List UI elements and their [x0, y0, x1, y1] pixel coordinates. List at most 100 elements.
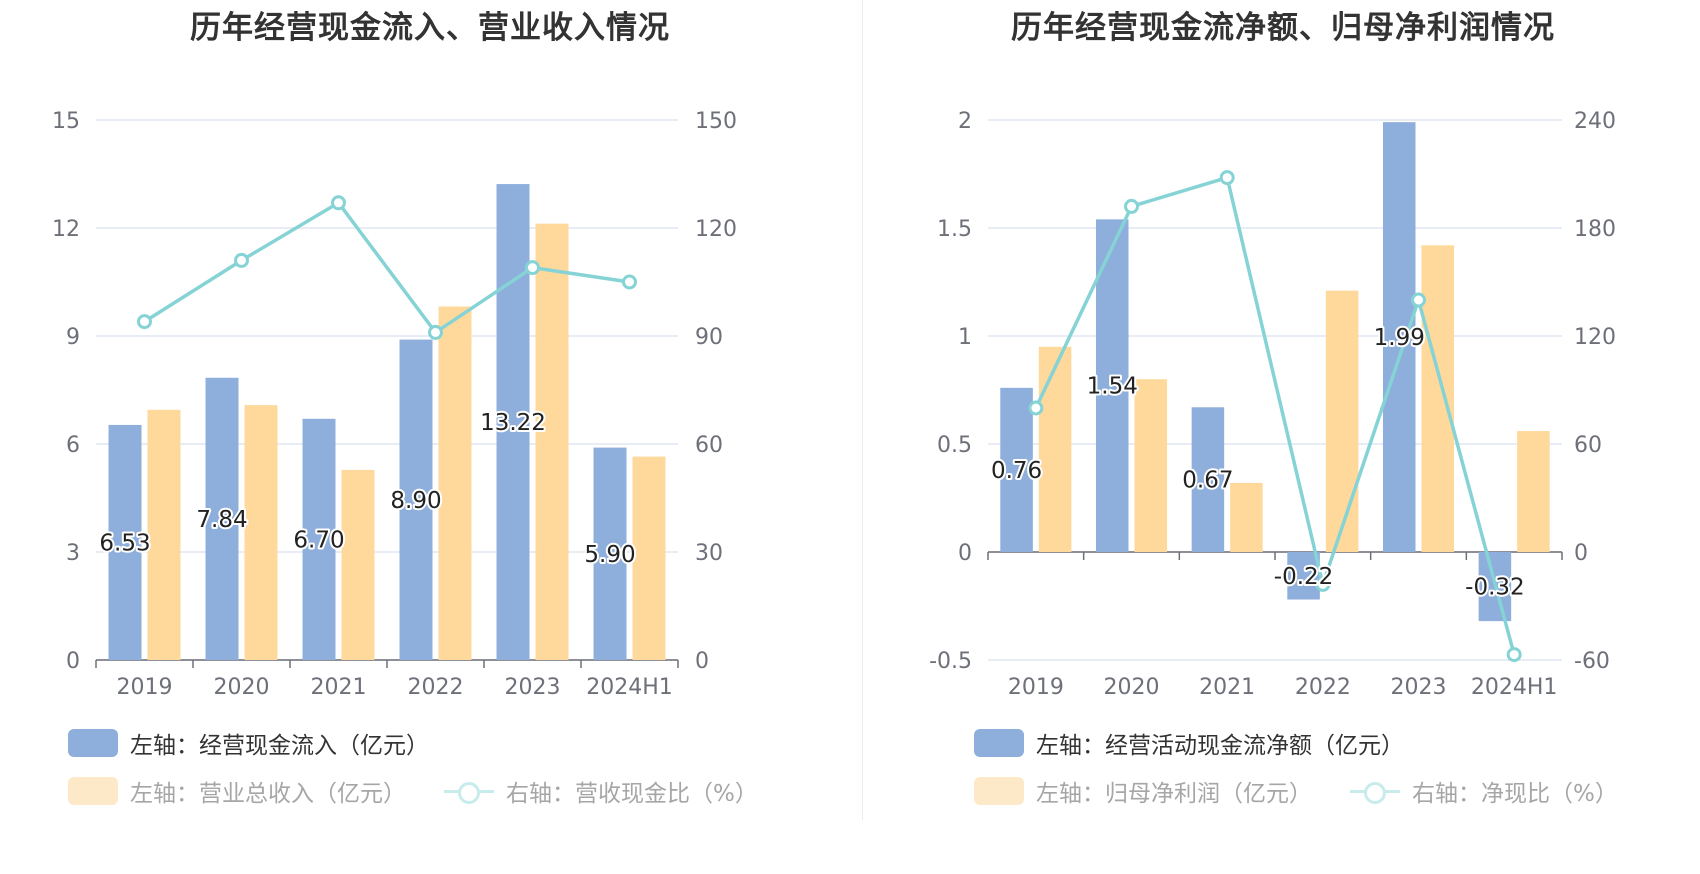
bar	[341, 469, 375, 660]
bar-data-label: 5.90	[584, 542, 635, 568]
x-axis-category-label: 2022	[1295, 675, 1351, 700]
left-axis-tick-label: 12	[52, 217, 80, 242]
bar-data-label: 6.70	[293, 527, 344, 553]
right-axis-tick-label: 90	[695, 325, 723, 350]
bar	[108, 424, 142, 660]
legend-label: 右轴：净现比（%）	[1412, 781, 1618, 807]
bar-data-label: -0.22	[1274, 564, 1334, 590]
legend-item[interactable]: 左轴：经营活动现金流净额（亿元）	[974, 726, 1404, 760]
right-axis-tick-label: 180	[1574, 217, 1616, 242]
legend-label: 右轴：营收现金比（%）	[506, 781, 758, 807]
x-axis-category-label: 2022	[408, 675, 464, 700]
left-axis-tick-label: 0.5	[937, 433, 972, 458]
legend-line-marker	[444, 777, 494, 805]
bar	[535, 223, 569, 660]
x-axis-category-label: 2023	[505, 675, 561, 700]
right-axis-tick-label: 120	[1574, 325, 1616, 350]
bar	[399, 339, 433, 660]
right-axis-tick-label: 60	[1574, 433, 1602, 458]
chart-title: 历年经营现金流净额、归母净利润情况	[1011, 10, 1555, 46]
right-axis-tick-label: 60	[695, 433, 723, 458]
bar-data-label: 1.54	[1087, 374, 1138, 400]
bar-data-label: 7.84	[196, 507, 247, 533]
bar	[1287, 552, 1320, 600]
line-point	[1124, 198, 1139, 214]
legend-swatch	[68, 777, 118, 805]
legend-label: 左轴：经营活动现金流净额（亿元）	[1036, 733, 1404, 759]
line-series	[1034, 175, 1516, 656]
line-point	[1506, 647, 1522, 663]
line-point	[1028, 400, 1044, 416]
right-axis-tick-label: 0	[1574, 541, 1588, 566]
x-axis-category-label: 2020	[1104, 675, 1160, 700]
left-axis-tick-label: 0	[66, 649, 80, 674]
bar	[1000, 387, 1033, 552]
bar	[244, 405, 278, 660]
legend-swatch	[974, 729, 1024, 757]
line-point	[1315, 576, 1331, 592]
line-point	[137, 314, 152, 330]
legend-label: 左轴：经营现金流入（亿元）	[130, 733, 429, 759]
x-axis-category-label: 2023	[1391, 675, 1447, 700]
right-axis-tick-label: -60	[1574, 649, 1610, 674]
legend-item[interactable]: 右轴：营收现金比（%）	[444, 774, 758, 808]
legend-item[interactable]: 右轴：净现比（%）	[1350, 774, 1618, 808]
bar	[1382, 122, 1416, 552]
bar-data-label: 0.76	[991, 458, 1042, 484]
chart-panel-netcash-profit: 历年经营现金流净额、归母净利润情况 -0.5 -60 0 0 0.5 60 1 120 1.5 1…	[866, 0, 1700, 820]
panel-divider	[862, 0, 863, 820]
left-axis-tick-label: 15	[52, 109, 80, 134]
left-axis-tick-label: 1	[958, 325, 972, 350]
bar	[1230, 482, 1263, 552]
bar	[1038, 346, 1072, 552]
legend-item[interactable]: 左轴：营业总收入（亿元）	[68, 774, 406, 808]
left-axis-tick-label: -0.5	[929, 649, 972, 674]
line-point	[525, 260, 540, 276]
line-point	[1219, 170, 1235, 186]
right-axis-tick-label: 120	[695, 217, 737, 242]
legend-item[interactable]: 左轴：经营现金流入（亿元）	[68, 726, 429, 760]
x-axis-category-label: 2021	[311, 675, 367, 700]
bar	[205, 377, 239, 660]
line-point	[428, 324, 443, 340]
bar	[147, 409, 181, 660]
bar	[496, 184, 530, 660]
line-point	[331, 195, 346, 211]
legend-item[interactable]: 左轴：归母净利润（亿元）	[974, 774, 1312, 808]
left-axis-tick-label: 9	[66, 325, 80, 350]
left-axis-tick-label: 1.5	[937, 217, 972, 242]
right-axis-tick-label: 240	[1574, 109, 1616, 134]
bar	[1191, 407, 1225, 552]
bar	[593, 447, 627, 660]
bar	[1134, 379, 1168, 552]
bar-data-label: 0.67	[1182, 468, 1233, 494]
legend-swatch	[68, 729, 118, 757]
right-axis-tick-label: 150	[695, 109, 737, 134]
bar	[1421, 245, 1455, 552]
x-axis-category-label: 2021	[1199, 675, 1255, 700]
x-axis-category-label: 2024H1	[586, 675, 673, 700]
bar	[1517, 431, 1550, 552]
bar	[1325, 290, 1359, 552]
bar-data-label: 13.22	[480, 410, 546, 436]
bar	[1095, 219, 1129, 553]
chart-panel-cashflow-revenue: 历年经营现金流入、营业收入情况 0 0 3 30 6 60 9 90 12 120 15 150 201…	[0, 0, 860, 820]
legend-label: 左轴：归母净利润（亿元）	[1036, 781, 1312, 807]
bar-data-label: 6.53	[99, 530, 150, 556]
chart-title: 历年经营现金流入、营业收入情况	[190, 10, 670, 46]
line-point	[622, 274, 637, 290]
line-point	[1411, 292, 1426, 308]
left-axis-tick-label: 3	[66, 541, 80, 566]
legend-swatch	[974, 777, 1024, 805]
chart-plot: -0.5 -60 0 0 0.5 60 1 120 1.5 180 2 240 2019 2020 2021…	[929, 109, 1616, 700]
legend-label: 左轴：营业总收入（亿元）	[130, 781, 406, 807]
right-axis-tick-label: 30	[695, 541, 723, 566]
bar-data-label: -0.32	[1465, 575, 1525, 601]
bar-data-label: 8.90	[390, 488, 441, 514]
x-axis-category-label: 2019	[1008, 675, 1064, 700]
x-axis-category-label: 2024H1	[1471, 675, 1558, 700]
line-point	[234, 252, 249, 268]
left-axis-tick-label: 6	[66, 433, 80, 458]
legend-line-marker	[1350, 777, 1400, 805]
bar	[302, 418, 336, 660]
